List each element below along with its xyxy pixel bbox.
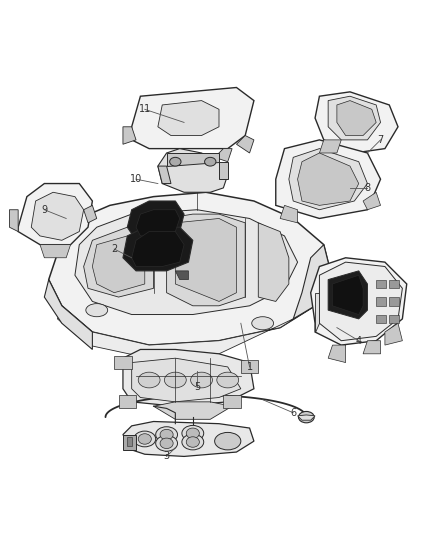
- Polygon shape: [127, 437, 132, 446]
- Polygon shape: [219, 161, 228, 179]
- Polygon shape: [158, 166, 171, 183]
- Ellipse shape: [155, 427, 177, 442]
- Polygon shape: [132, 87, 254, 149]
- Ellipse shape: [164, 372, 186, 388]
- Polygon shape: [136, 210, 180, 236]
- Polygon shape: [123, 227, 193, 271]
- Polygon shape: [297, 415, 315, 420]
- Polygon shape: [57, 306, 315, 358]
- Polygon shape: [337, 101, 376, 135]
- Ellipse shape: [160, 430, 173, 440]
- Polygon shape: [166, 153, 219, 166]
- Ellipse shape: [160, 438, 173, 449]
- Polygon shape: [132, 231, 184, 266]
- Ellipse shape: [170, 157, 181, 166]
- Polygon shape: [315, 293, 319, 332]
- Polygon shape: [315, 92, 398, 153]
- Ellipse shape: [191, 372, 212, 388]
- Polygon shape: [376, 314, 386, 323]
- Polygon shape: [376, 280, 386, 288]
- Polygon shape: [215, 149, 232, 161]
- Text: 7: 7: [378, 135, 384, 145]
- Polygon shape: [328, 271, 367, 319]
- Polygon shape: [18, 183, 92, 245]
- Polygon shape: [31, 192, 84, 240]
- Ellipse shape: [298, 411, 314, 423]
- Ellipse shape: [186, 437, 199, 447]
- Polygon shape: [166, 214, 245, 306]
- Text: 5: 5: [194, 382, 200, 392]
- Polygon shape: [123, 434, 136, 450]
- Polygon shape: [293, 245, 332, 319]
- Polygon shape: [49, 192, 332, 345]
- Polygon shape: [123, 127, 136, 144]
- Ellipse shape: [138, 372, 160, 388]
- Polygon shape: [376, 297, 386, 306]
- Text: 6: 6: [290, 408, 296, 418]
- Polygon shape: [276, 140, 381, 219]
- Polygon shape: [84, 227, 153, 297]
- Ellipse shape: [252, 317, 274, 330]
- Polygon shape: [237, 135, 254, 153]
- Text: 8: 8: [364, 183, 371, 193]
- Text: 1: 1: [247, 362, 253, 372]
- Text: 4: 4: [356, 336, 362, 346]
- Polygon shape: [10, 210, 18, 231]
- Polygon shape: [123, 422, 254, 456]
- Ellipse shape: [186, 428, 199, 439]
- Text: 9: 9: [41, 205, 47, 215]
- Ellipse shape: [155, 435, 177, 451]
- Polygon shape: [319, 262, 403, 341]
- Polygon shape: [363, 341, 381, 354]
- Ellipse shape: [134, 431, 155, 447]
- Text: 10: 10: [130, 174, 142, 184]
- Ellipse shape: [182, 425, 204, 441]
- Polygon shape: [40, 245, 71, 258]
- Polygon shape: [385, 323, 403, 345]
- Polygon shape: [123, 350, 254, 406]
- Polygon shape: [114, 356, 132, 369]
- Ellipse shape: [182, 434, 204, 450]
- Polygon shape: [328, 96, 381, 140]
- Polygon shape: [332, 275, 363, 314]
- Polygon shape: [319, 140, 341, 153]
- Polygon shape: [389, 297, 399, 306]
- Polygon shape: [75, 210, 297, 314]
- Ellipse shape: [205, 157, 216, 166]
- Polygon shape: [328, 345, 346, 362]
- Polygon shape: [127, 201, 184, 240]
- Ellipse shape: [217, 372, 239, 388]
- Ellipse shape: [138, 434, 151, 444]
- Polygon shape: [363, 192, 381, 210]
- Ellipse shape: [86, 304, 108, 317]
- Polygon shape: [119, 395, 136, 408]
- Polygon shape: [289, 149, 367, 210]
- Polygon shape: [84, 205, 97, 223]
- Polygon shape: [175, 219, 237, 302]
- Polygon shape: [389, 314, 399, 323]
- Text: 2: 2: [111, 244, 117, 254]
- Text: 11: 11: [139, 104, 151, 114]
- Ellipse shape: [215, 432, 241, 450]
- Polygon shape: [223, 395, 241, 408]
- Polygon shape: [153, 402, 232, 419]
- Polygon shape: [258, 223, 289, 302]
- Polygon shape: [280, 205, 297, 223]
- Polygon shape: [389, 280, 399, 288]
- Polygon shape: [158, 149, 228, 192]
- Polygon shape: [44, 280, 92, 350]
- Polygon shape: [297, 153, 359, 205]
- Polygon shape: [92, 236, 145, 293]
- Polygon shape: [311, 258, 407, 345]
- Polygon shape: [175, 271, 188, 280]
- Polygon shape: [132, 358, 241, 402]
- Text: 3: 3: [163, 451, 170, 462]
- Polygon shape: [241, 360, 258, 374]
- Polygon shape: [158, 101, 219, 135]
